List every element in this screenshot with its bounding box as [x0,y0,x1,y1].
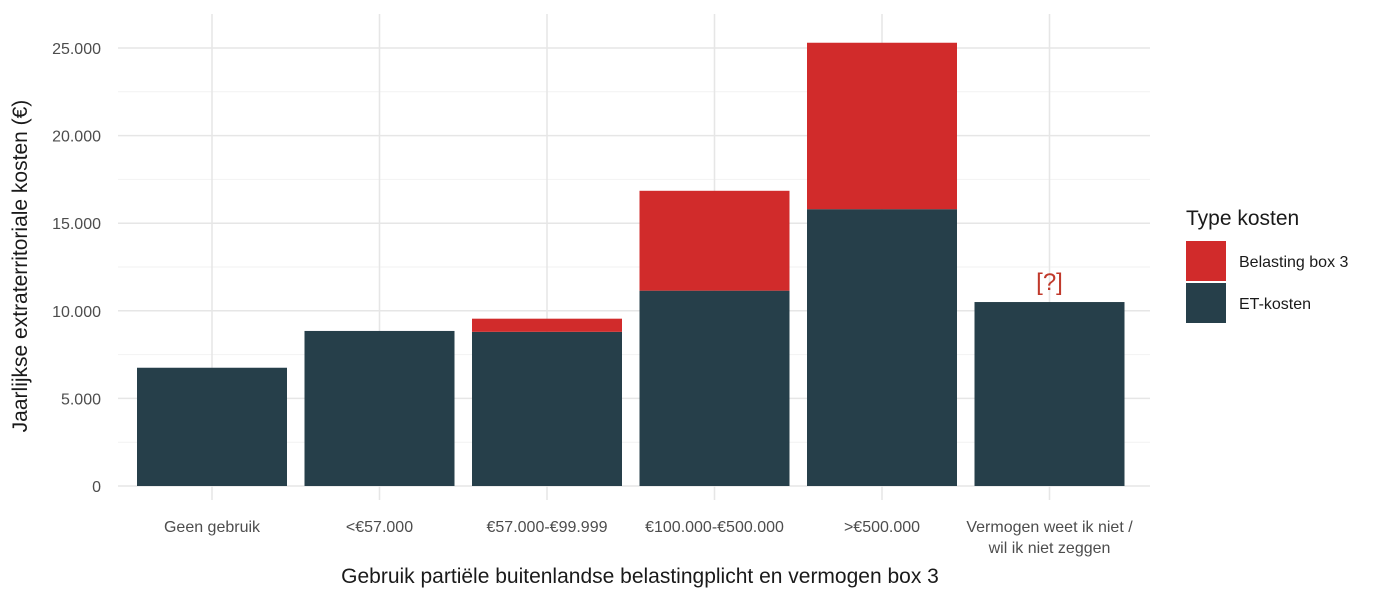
y-tick-label: 5.000 [61,391,101,408]
bar-et-kosten [137,367,287,486]
bar-et-kosten [304,330,455,486]
x-tick-label: €100.000-€500.000 [645,519,784,536]
legend-swatch-belasting-box-3 [1186,241,1226,281]
y-tick-label: 10.000 [52,304,101,321]
x-tick-label: Geen gebruik [164,519,261,536]
x-tick-label: Vermogen weet ik niet / [966,519,1133,536]
x-tick-label: wil ik niet zeggen [988,540,1111,557]
annotations: [?] [1036,269,1063,296]
y-tick-labels: 0 5.000 10.000 15.000 20.000 25.000 [52,41,101,496]
y-tick-label: 25.000 [52,41,101,58]
y-tick-label: 0 [92,479,101,496]
x-axis-title: Gebruik partiële buitenlandse belastingp… [341,565,939,588]
bar-belasting-box-3 [639,190,790,291]
legend-label-belasting-box-3: Belasting box 3 [1239,254,1349,271]
legend-label-et-kosten: ET-kosten [1239,296,1311,313]
bar-et-kosten [472,331,622,486]
bar-et-kosten [974,302,1125,486]
bars [137,42,1125,486]
y-tick-label: 15.000 [52,216,101,233]
y-tick-label: 20.000 [52,129,101,146]
bar-et-kosten [639,290,790,486]
x-tick-label: <€57.000 [346,519,413,536]
bar-belasting-box-3 [472,318,622,332]
x-tick-label: >€500.000 [844,519,920,536]
x-tick-label: €57.000-€99.999 [487,519,608,536]
bar-annotation: [?] [1036,269,1063,296]
bar-belasting-box-3 [807,42,957,210]
legend: Type kosten Belasting box 3 ET-kosten [1186,207,1349,323]
y-axis-title: Jaarlijkse extraterritoriale kosten (€) [9,100,32,433]
legend-title: Type kosten [1186,207,1299,230]
x-tick-labels: Geen gebruik <€57.000 €57.000-€99.999 €100.… [164,519,1133,557]
bar-et-kosten [807,209,957,486]
legend-swatch-et-kosten [1186,283,1226,323]
